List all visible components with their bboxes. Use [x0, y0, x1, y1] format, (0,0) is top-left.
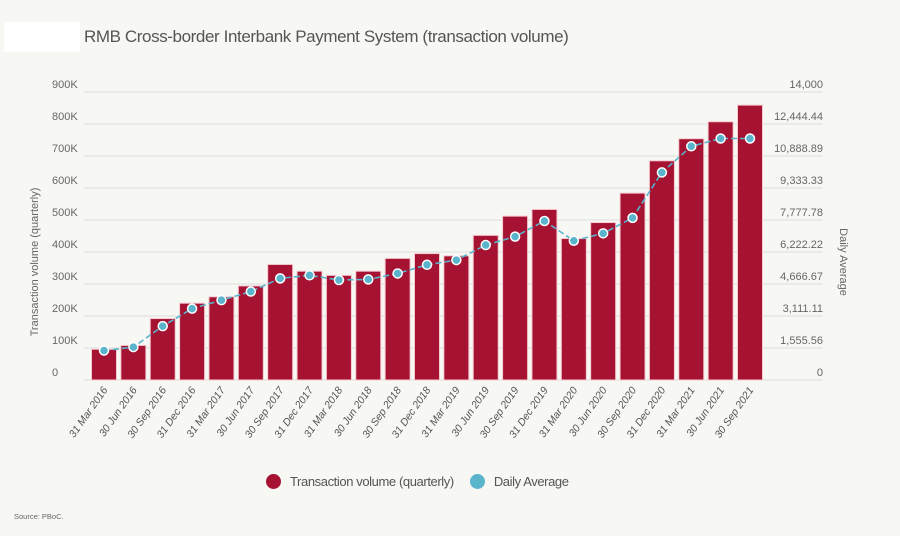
daily-average-point: [421, 259, 433, 271]
daily-average-point: [597, 228, 609, 239]
right-tick-label: 10,888.89: [774, 143, 823, 155]
daily-average-point: [128, 341, 139, 353]
left-tick-label: 200K: [52, 303, 78, 315]
daily-average-point: [245, 286, 257, 297]
bar: [737, 104, 763, 381]
right-axis-title: Daily Average: [837, 228, 849, 296]
bar: [355, 270, 382, 381]
daily-average-point: [451, 254, 462, 266]
right-tick-label: 0: [817, 367, 823, 379]
right-tick-label: 12,444.44: [774, 111, 823, 123]
bar: [179, 302, 206, 381]
bar: [560, 238, 587, 381]
left-tick-label: 100K: [52, 335, 78, 347]
daily-average-point: [274, 273, 286, 284]
right-tick-label: 4,666.67: [780, 271, 823, 283]
bar: [472, 234, 499, 381]
left-tick-label: 400K: [52, 239, 78, 251]
left-axis-title: Transaction volume (quarterly): [29, 188, 41, 337]
chart-title: RMB Cross-border Interbank Payment Syste…: [84, 27, 569, 46]
left-tick-label: 500K: [52, 207, 78, 219]
source-note: Source: PBoC.: [14, 512, 64, 521]
bar: [707, 121, 734, 381]
daily-average-point: [363, 274, 374, 285]
left-tick-label: 700K: [52, 143, 78, 155]
left-tick-label: 900K: [52, 79, 78, 91]
bar: [208, 296, 235, 381]
redacted-logo-area: [4, 22, 80, 52]
left-tick-label: 800K: [52, 111, 78, 123]
daily-average-point: [304, 270, 315, 281]
bar: [325, 274, 352, 381]
legend: Transaction volume (quarterly) Daily Ave…: [266, 474, 569, 489]
daily-average-point: [627, 212, 638, 224]
daily-average-point: [186, 303, 198, 314]
legend-bar-swatch-icon: [266, 474, 281, 489]
bar: [414, 253, 440, 381]
right-tick-label: 9,333.33: [780, 175, 823, 187]
daily-average-point: [333, 274, 345, 286]
daily-average-point: [157, 320, 168, 332]
daily-average-point: [744, 133, 756, 144]
daily-average-point: [715, 133, 726, 144]
legend-line-label: Daily Average: [493, 474, 569, 489]
bar: [678, 138, 705, 381]
right-tick-label: 3,111.11: [783, 303, 823, 315]
daily-average-point: [480, 239, 491, 251]
bar: [648, 160, 675, 381]
left-tick-label: 300K: [52, 271, 78, 283]
daily-average-point: [392, 268, 403, 279]
bar: [296, 270, 323, 381]
bar: [237, 285, 264, 381]
daily-average-point: [656, 167, 668, 178]
bar: [502, 215, 529, 381]
daily-average-point: [539, 215, 550, 227]
left-tick-label: 600K: [52, 175, 78, 187]
daily-average-point: [686, 141, 697, 152]
bar: [531, 208, 558, 381]
bar: [619, 192, 646, 381]
daily-average-point: [216, 294, 227, 306]
right-tick-label: 6,222.22: [780, 239, 823, 251]
right-tick-label: 1,555.56: [780, 335, 823, 347]
daily-average-point: [98, 345, 110, 356]
left-tick-label: 0: [52, 367, 58, 379]
right-tick-label: 7,777.78: [780, 207, 823, 219]
legend-bar-label: Transaction volume (quarterly): [290, 474, 454, 489]
right-tick-label: 14,000: [789, 79, 823, 91]
daily-average-point: [509, 231, 521, 242]
bar: [443, 255, 470, 381]
bar: [590, 222, 617, 381]
legend-line-swatch-icon: [469, 474, 485, 489]
bar: [267, 263, 294, 381]
daily-average-point: [568, 235, 580, 246]
